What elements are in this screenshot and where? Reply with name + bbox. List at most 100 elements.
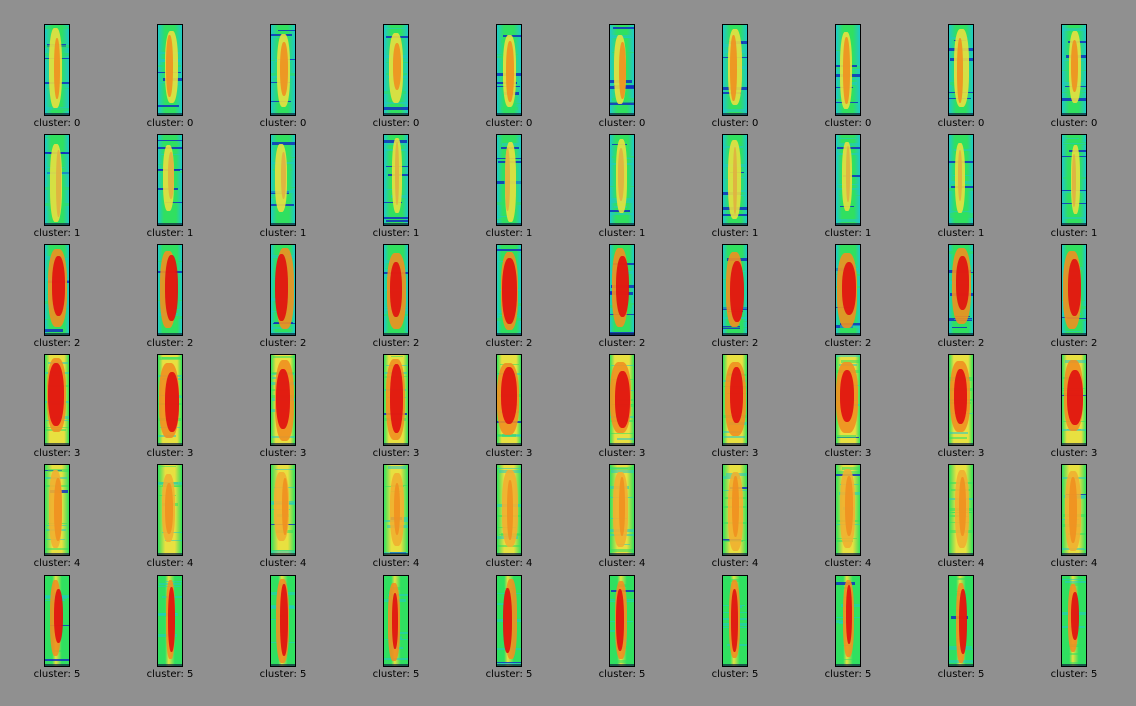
cluster-label: cluster: 3 — [824, 448, 872, 459]
heatmap-image — [1061, 134, 1087, 226]
heatmap-image — [609, 575, 635, 667]
cluster-label: cluster: 5 — [259, 669, 307, 680]
heatmap-image — [496, 24, 522, 116]
heatmap-image — [722, 134, 748, 226]
heatmap-image — [609, 244, 635, 336]
cluster-label: cluster: 0 — [824, 118, 872, 129]
cluster-thumbnail: cluster: 3 — [260, 354, 306, 459]
cluster-thumbnail: cluster: 2 — [486, 244, 532, 349]
cluster-label: cluster: 4 — [598, 558, 646, 569]
cluster-thumbnail: cluster: 2 — [34, 244, 80, 349]
cluster-thumbnail: cluster: 3 — [599, 354, 645, 459]
cluster-label: cluster: 4 — [33, 558, 81, 569]
cluster-thumbnail: cluster: 3 — [373, 354, 419, 459]
heatmap-image — [270, 464, 296, 556]
heatmap-image — [722, 24, 748, 116]
heatmap-image — [722, 354, 748, 446]
heatmap-image — [496, 244, 522, 336]
cluster-label: cluster: 5 — [598, 669, 646, 680]
cluster-label: cluster: 1 — [485, 228, 533, 239]
cluster-label: cluster: 3 — [485, 448, 533, 459]
heatmap-image — [383, 464, 409, 556]
heatmap-image — [496, 134, 522, 226]
heatmap-image — [157, 464, 183, 556]
cluster-label: cluster: 2 — [937, 338, 985, 349]
cluster-label: cluster: 0 — [598, 118, 646, 129]
heatmap-image — [496, 464, 522, 556]
cluster-label: cluster: 3 — [598, 448, 646, 459]
cluster-label: cluster: 0 — [1050, 118, 1098, 129]
cluster-thumbnail: cluster: 4 — [938, 464, 984, 569]
cluster-thumbnail: cluster: 4 — [1051, 464, 1097, 569]
cluster-label: cluster: 2 — [824, 338, 872, 349]
cluster-thumbnail: cluster: 5 — [1051, 575, 1097, 680]
heatmap-image — [948, 244, 974, 336]
cluster-thumbnail: cluster: 2 — [373, 244, 419, 349]
cluster-thumbnail: cluster: 4 — [825, 464, 871, 569]
cluster-thumbnail: cluster: 5 — [599, 575, 645, 680]
cluster-label: cluster: 5 — [485, 669, 533, 680]
cluster-label: cluster: 2 — [33, 338, 81, 349]
heatmap-image — [1061, 244, 1087, 336]
heatmap-image — [383, 575, 409, 667]
cluster-label: cluster: 1 — [33, 228, 81, 239]
cluster-label: cluster: 4 — [1050, 558, 1098, 569]
cluster-label: cluster: 4 — [146, 558, 194, 569]
cluster-label: cluster: 0 — [485, 118, 533, 129]
cluster-thumbnail: cluster: 1 — [486, 134, 532, 239]
heatmap-image — [157, 134, 183, 226]
heatmap-image — [835, 354, 861, 446]
cluster-thumbnail: cluster: 5 — [260, 575, 306, 680]
heatmap-image — [44, 354, 70, 446]
cluster-label: cluster: 1 — [824, 228, 872, 239]
heatmap-image — [948, 24, 974, 116]
cluster-thumbnail: cluster: 3 — [147, 354, 193, 459]
cluster-label: cluster: 3 — [711, 448, 759, 459]
heatmap-image — [609, 24, 635, 116]
cluster-label: cluster: 3 — [937, 448, 985, 459]
cluster-label: cluster: 0 — [937, 118, 985, 129]
cluster-label: cluster: 1 — [259, 228, 307, 239]
cluster-thumbnail: cluster: 0 — [147, 24, 193, 129]
cluster-thumbnail: cluster: 3 — [712, 354, 758, 459]
cluster-thumbnail: cluster: 2 — [599, 244, 645, 349]
heatmap-image — [44, 244, 70, 336]
cluster-label: cluster: 5 — [937, 669, 985, 680]
cluster-thumbnail: cluster: 2 — [712, 244, 758, 349]
heatmap-image — [609, 464, 635, 556]
heatmap-image — [44, 575, 70, 667]
heatmap-image — [948, 575, 974, 667]
cluster-label: cluster: 3 — [1050, 448, 1098, 459]
cluster-thumbnail: cluster: 4 — [373, 464, 419, 569]
cluster-label: cluster: 2 — [485, 338, 533, 349]
heatmap-image — [270, 354, 296, 446]
cluster-thumbnail: cluster: 2 — [938, 244, 984, 349]
cluster-label: cluster: 5 — [711, 669, 759, 680]
cluster-thumbnail: cluster: 3 — [34, 354, 80, 459]
cluster-thumbnail: cluster: 1 — [373, 134, 419, 239]
cluster-thumbnail: cluster: 2 — [147, 244, 193, 349]
cluster-thumbnail: cluster: 0 — [825, 24, 871, 129]
heatmap-image — [1061, 464, 1087, 556]
cluster-thumbnail: cluster: 5 — [938, 575, 984, 680]
cluster-label: cluster: 2 — [598, 338, 646, 349]
cluster-label: cluster: 2 — [1050, 338, 1098, 349]
cluster-label: cluster: 4 — [937, 558, 985, 569]
heatmap-image — [157, 24, 183, 116]
cluster-label: cluster: 3 — [372, 448, 420, 459]
cluster-label: cluster: 0 — [33, 118, 81, 129]
cluster-thumbnail: cluster: 1 — [712, 134, 758, 239]
cluster-thumbnail: cluster: 1 — [938, 134, 984, 239]
cluster-thumbnail: cluster: 5 — [34, 575, 80, 680]
cluster-thumbnail: cluster: 3 — [1051, 354, 1097, 459]
cluster-label: cluster: 0 — [259, 118, 307, 129]
cluster-thumbnail: cluster: 0 — [486, 24, 532, 129]
cluster-label: cluster: 2 — [146, 338, 194, 349]
heatmap-image — [1061, 575, 1087, 667]
heatmap-image — [948, 464, 974, 556]
heatmap-image — [270, 24, 296, 116]
cluster-label: cluster: 3 — [259, 448, 307, 459]
cluster-thumbnail: cluster: 3 — [825, 354, 871, 459]
cluster-thumbnail: cluster: 4 — [712, 464, 758, 569]
cluster-label: cluster: 5 — [372, 669, 420, 680]
